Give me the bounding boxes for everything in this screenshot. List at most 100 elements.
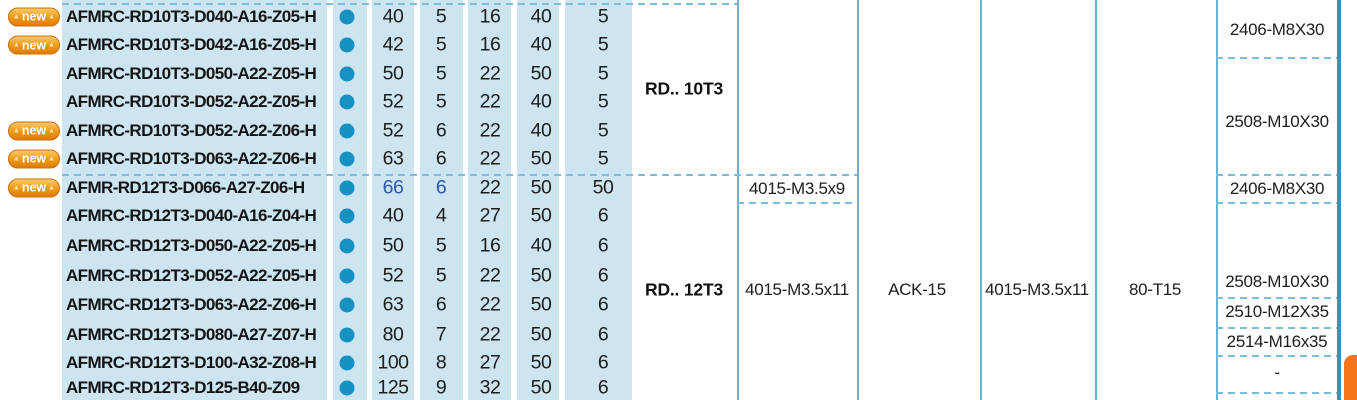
value-cell: 50 xyxy=(530,264,552,287)
badge-triangle-icon: ▲ xyxy=(48,127,56,135)
value-cell: 6 xyxy=(597,293,609,316)
dashed-separator xyxy=(1216,355,1337,357)
availability-dot xyxy=(339,66,355,82)
value-cell: 63 xyxy=(382,147,404,170)
value-cell: 5 xyxy=(597,147,609,170)
value-cell: 6 xyxy=(597,323,609,346)
value-cell: 42 xyxy=(382,33,404,56)
availability-dot xyxy=(339,297,355,313)
value-cell: 5 xyxy=(597,33,609,56)
value-cell: 80 xyxy=(382,323,404,346)
num-column-3-bg xyxy=(468,0,511,400)
product-code: AFMRC-RD12T3-D063-A22-Z06-H xyxy=(66,295,317,314)
availability-dot xyxy=(339,327,355,343)
value-cell: 22 xyxy=(479,62,501,85)
product-code: AFMR-RD12T3-D066-A27-Z06-H xyxy=(66,178,305,197)
grid-vline xyxy=(1216,0,1218,400)
value-cell: 40 xyxy=(530,119,552,142)
value-cell: 27 xyxy=(479,351,501,374)
dashed-separator xyxy=(62,174,857,176)
value-cell: 6 xyxy=(435,176,447,199)
new-badge: ▲ new ▲ xyxy=(8,178,60,198)
new-badge-label: new xyxy=(21,38,47,53)
dashed-separator xyxy=(1216,297,1337,299)
value-cell: 22 xyxy=(479,323,501,346)
new-badge-label: new xyxy=(21,123,47,138)
new-badge-label: new xyxy=(21,151,47,166)
new-badge: ▲ new ▲ xyxy=(8,7,60,27)
value-cell: 50 xyxy=(530,323,552,346)
product-code: AFMRC-RD12T3-D052-A22-Z05-H xyxy=(66,265,317,285)
availability-dot xyxy=(339,208,355,224)
insert-size-rd12t3-cell: RD.. 12T3 xyxy=(645,279,723,300)
value-cell: 16 xyxy=(479,234,501,257)
value-cell: 16 xyxy=(479,5,501,28)
code-column-bg xyxy=(62,0,327,400)
value-cell: 63 xyxy=(382,293,404,316)
value-cell: 50 xyxy=(382,62,404,85)
value-cell: 9 xyxy=(435,376,447,399)
value-cell: 4 xyxy=(435,204,447,227)
driver-80-t15-cell: 80-T15 xyxy=(1128,280,1182,299)
badge-triangle-icon: ▲ xyxy=(48,155,56,163)
value-cell: 50 xyxy=(592,176,614,199)
product-code: AFMRC-RD10T3-D052-A22-Z06-H xyxy=(66,120,317,140)
value-cell: 22 xyxy=(479,90,501,113)
value-cell: 27 xyxy=(479,204,501,227)
value-cell: 22 xyxy=(479,147,501,170)
value-cell: 50 xyxy=(530,351,552,374)
value-cell: 40 xyxy=(382,204,404,227)
screw-4015-m3-5x11-cell-2: 4015-M3.5x11 xyxy=(985,280,1089,299)
value-cell: 50 xyxy=(530,293,552,316)
value-cell: 22 xyxy=(479,264,501,287)
value-cell: 50 xyxy=(530,176,552,199)
value-cell: 6 xyxy=(435,293,447,316)
screw-4015-m3-5x11-cell: 4015-M3.5x11 xyxy=(745,280,849,299)
badge-triangle-icon: ▲ xyxy=(48,13,56,21)
value-cell: 5 xyxy=(435,234,447,257)
value-cell: 66 xyxy=(382,176,404,199)
value-cell: 40 xyxy=(530,5,552,28)
product-code: AFMRC-RD10T3-D042-A16-Z05-H xyxy=(66,35,317,55)
product-code: AFMRC-RD12T3-D125-B40-Z09 xyxy=(66,378,300,397)
availability-dot xyxy=(339,238,355,254)
value-cell: 50 xyxy=(530,204,552,227)
clamp-screw-cell-1: 2406-M8X30 xyxy=(1229,20,1325,39)
clamp-screw-cell-2: 2508-M10X30 xyxy=(1225,112,1329,131)
product-code: AFMRC-RD12T3-D050-A22-Z05-H xyxy=(66,235,317,255)
value-cell: 5 xyxy=(597,62,609,85)
value-cell: 40 xyxy=(530,234,552,257)
value-cell: 50 xyxy=(530,376,552,399)
grid-vline xyxy=(857,0,859,400)
availability-dot xyxy=(339,37,355,53)
value-cell: 50 xyxy=(382,234,404,257)
clamp-screw-cell-4: 2508-M10X30 xyxy=(1225,272,1329,291)
value-cell: 6 xyxy=(435,147,447,170)
value-cell: 52 xyxy=(382,90,404,113)
grid-vline xyxy=(737,0,739,400)
value-cell: 6 xyxy=(435,119,447,142)
product-code: AFMRC-RD12T3-D100-A32-Z08-H xyxy=(66,353,317,373)
availability-dot xyxy=(339,94,355,110)
key-ack-15-cell: ACK-15 xyxy=(888,280,946,299)
page-edge-tab xyxy=(1344,355,1357,400)
screw-4015-m3-5x9-cell: 4015-M3.5x9 xyxy=(749,179,845,198)
badge-triangle-icon: ▲ xyxy=(12,127,20,135)
value-cell: 52 xyxy=(382,119,404,142)
value-cell: 7 xyxy=(435,323,447,346)
value-cell: 5 xyxy=(435,264,447,287)
clamp-screw-cell-7: - xyxy=(1274,363,1280,382)
product-code: AFMRC-RD12T3-D080-A27-Z07-H xyxy=(66,325,317,344)
dashed-separator xyxy=(1216,392,1337,394)
availability-dot xyxy=(339,9,355,25)
num-column-5-bg xyxy=(565,0,632,400)
value-cell: 50 xyxy=(530,62,552,85)
value-cell: 6 xyxy=(597,264,609,287)
dashed-separator xyxy=(62,3,737,5)
availability-dot xyxy=(339,355,355,371)
availability-dot xyxy=(339,151,355,167)
value-cell: 5 xyxy=(597,5,609,28)
value-cell: 40 xyxy=(530,90,552,113)
value-cell: 6 xyxy=(597,351,609,374)
